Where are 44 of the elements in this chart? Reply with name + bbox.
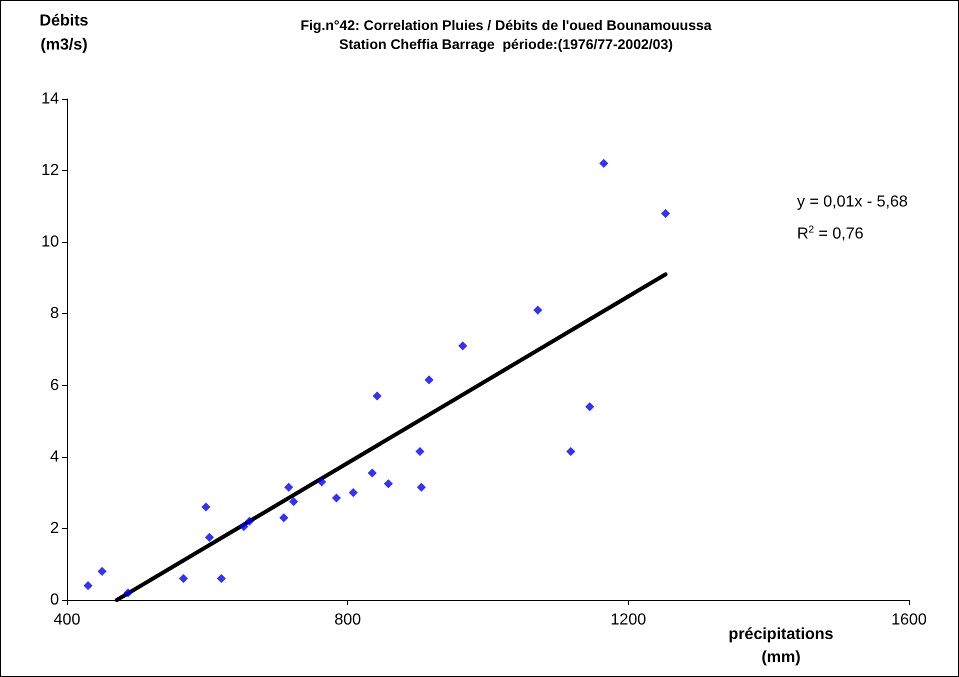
point: [372, 392, 382, 401]
chart-subtitle: Station Cheffia Barrage période:(1976/77-2002/03): [339, 36, 673, 52]
point: [239, 522, 248, 532]
y-tick-label: 4: [50, 448, 60, 466]
y-tick-label: 2: [50, 520, 60, 537]
point: [458, 341, 468, 350]
point: [424, 375, 434, 384]
point: [124, 588, 133, 598]
annotation: y = 0,01x - 5,68: [797, 194, 908, 210]
point: [348, 488, 358, 498]
y-tick-label: 6: [50, 376, 60, 394]
point: [368, 468, 377, 478]
x-tick-label: 1200: [610, 612, 646, 628]
y-tick-label: 14: [41, 90, 60, 108]
x-tick-label: 800: [334, 612, 362, 628]
y-tick-label: 8: [50, 305, 60, 322]
y-axis-title: Débits (m3/s): [40, 12, 89, 54]
point: [416, 482, 426, 492]
x-tick-label: 400: [54, 612, 80, 628]
point: [415, 446, 424, 456]
point: [585, 402, 594, 412]
point: [284, 482, 294, 492]
y-tick-label: 0: [50, 592, 60, 608]
point: [661, 209, 670, 218]
point: [98, 566, 107, 576]
point: [533, 306, 542, 315]
y-tick-label: 10: [41, 234, 60, 251]
point: [289, 497, 298, 506]
x-axis-title: précipitations (mm): [728, 626, 834, 666]
chart-title: Fig.n°42: Correlation Pluies / Débits de l'oued Bounamouussa: [300, 17, 712, 33]
x-tick-label: 1600: [891, 612, 927, 628]
point: [244, 516, 254, 526]
point: [279, 513, 288, 522]
point: [204, 532, 214, 542]
point: [384, 479, 393, 488]
point: [599, 158, 608, 168]
point: [332, 494, 341, 503]
point: [201, 502, 210, 512]
point: [566, 446, 576, 456]
point: [84, 581, 93, 590]
point: [216, 574, 226, 584]
y-tick-label: 12: [41, 162, 60, 180]
point: [317, 477, 326, 486]
point: [178, 574, 188, 584]
